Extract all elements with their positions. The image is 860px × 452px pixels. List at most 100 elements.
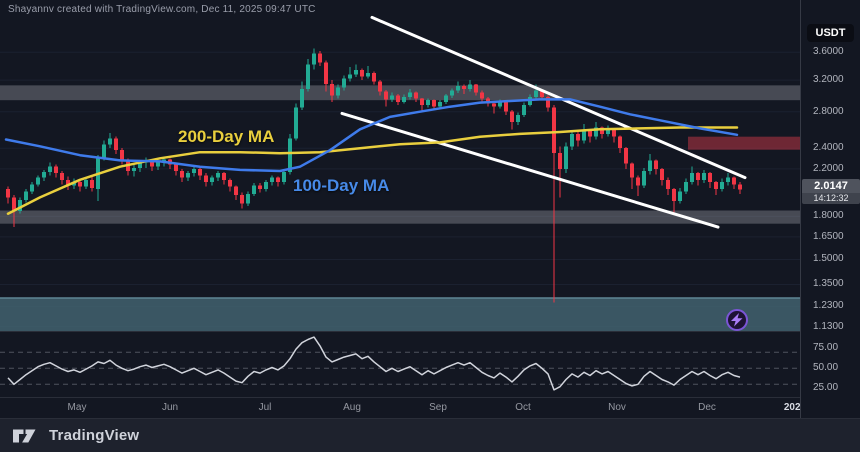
resistance-zone[interactable]: [0, 85, 800, 101]
candle-body: [624, 148, 628, 164]
candle-body: [552, 107, 556, 154]
candle-body: [330, 83, 334, 96]
candle-body: [600, 127, 604, 134]
candle-body: [426, 100, 430, 106]
candle-body: [36, 177, 40, 185]
candle-body: [150, 160, 154, 167]
price-tick-label: 1.3500: [813, 278, 844, 290]
candle-body: [684, 182, 688, 192]
time-axis-label: Nov: [608, 402, 626, 413]
lightning-bolt-icon: [731, 313, 743, 327]
time-axis[interactable]: May Jun Jul Aug Sep Oct Nov Dec 2026: [0, 397, 860, 417]
time-axis-label: Aug: [343, 402, 361, 413]
ma200-line[interactable]: [6, 126, 739, 215]
candle-body: [42, 172, 46, 178]
candle-body: [102, 144, 106, 159]
candle-body: [30, 184, 34, 192]
candle-body: [666, 179, 670, 190]
price-tick-label: 2.4000: [813, 142, 844, 154]
supply-red-zone[interactable]: [688, 136, 800, 150]
candle-body: [204, 175, 208, 183]
candle-body: [516, 115, 520, 123]
time-axis-label: May: [67, 402, 87, 413]
candle-body: [690, 173, 694, 183]
candle-body: [354, 69, 358, 75]
candle-body: [558, 153, 562, 169]
candle-body: [510, 111, 514, 123]
candle-body: [636, 177, 640, 186]
candle-body: [264, 182, 268, 190]
support-zone[interactable]: [0, 210, 800, 224]
tradingview-wordmark: TradingView: [49, 427, 140, 444]
candle-body: [66, 179, 70, 186]
candle-body: [378, 81, 382, 92]
candle-body: [660, 168, 664, 180]
candle-body: [612, 129, 616, 137]
candle-body: [114, 138, 118, 151]
pane-divider[interactable]: [0, 331, 860, 332]
ma100-line[interactable]: [4, 98, 739, 173]
candle-body: [438, 101, 442, 107]
candle-body: [312, 53, 316, 65]
candle-body: [324, 62, 328, 84]
candle-body: [12, 197, 16, 212]
rsi-tick-label: 25.00: [813, 382, 839, 394]
rsi-line[interactable]: [7, 336, 741, 391]
upper-descending-trendline[interactable]: [370, 15, 747, 180]
candle-body: [474, 84, 478, 93]
candle-body: [492, 103, 496, 107]
candle-body: [18, 199, 22, 212]
candle-body: [342, 78, 346, 88]
candle-body: [588, 131, 592, 137]
candle-body: [702, 173, 706, 180]
candle-body: [6, 189, 10, 198]
currency-toggle-button[interactable]: USDT: [807, 24, 854, 42]
price-tick-label: 1.5000: [813, 253, 844, 265]
candle-body: [348, 74, 352, 79]
candle-body: [360, 69, 364, 77]
candle-body: [540, 90, 544, 97]
candle-body: [288, 138, 292, 173]
time-axis-label: 2026: [783, 402, 807, 413]
ma200-text-annotation[interactable]: 200-Day MA: [178, 127, 275, 146]
candle-body: [240, 194, 244, 204]
candle-body: [198, 168, 202, 176]
candle-body: [606, 129, 610, 134]
candle-body: [594, 127, 598, 137]
candle-body: [576, 133, 580, 141]
candle-body: [504, 101, 508, 112]
candle-body: [522, 105, 526, 116]
price-axis[interactable]: USDT 2.0147 14:12:32 3.6000 3.2000 2.8000 2…: [800, 0, 860, 418]
candle-body: [468, 84, 472, 90]
candle-body: [318, 53, 322, 63]
candle-body: [480, 92, 484, 99]
candle-body: [156, 162, 160, 167]
candle-body: [462, 86, 466, 90]
lower-descending-trendline[interactable]: [340, 111, 720, 229]
candle-body: [720, 182, 724, 190]
candle-body: [696, 173, 700, 180]
candle-body: [258, 185, 262, 190]
attribution-text: Shayannv created with TradingView.com, D…: [8, 4, 316, 15]
candle-body: [282, 172, 286, 183]
candle-body: [336, 87, 340, 96]
candle-body: [252, 185, 256, 194]
time-axis-label: Oct: [515, 402, 531, 413]
flash-lightning-button[interactable]: [726, 309, 748, 331]
candle-body: [216, 173, 220, 178]
candle-body: [444, 95, 448, 102]
time-axis-label: Jun: [161, 402, 179, 413]
chart-plot-area[interactable]: [0, 0, 800, 418]
ma100-text-annotation[interactable]: 100-Day MA: [293, 176, 390, 195]
candle-body: [246, 193, 250, 204]
candle-body: [618, 136, 622, 149]
rsi-tick-label: 50.00: [813, 362, 839, 374]
candle-body: [120, 150, 124, 161]
candle-body: [372, 72, 376, 82]
candle-body: [138, 162, 142, 168]
candle-body: [132, 167, 136, 171]
candle-body: [90, 179, 94, 188]
demand-teal-zone[interactable]: [0, 297, 800, 331]
candle-body: [402, 96, 406, 102]
